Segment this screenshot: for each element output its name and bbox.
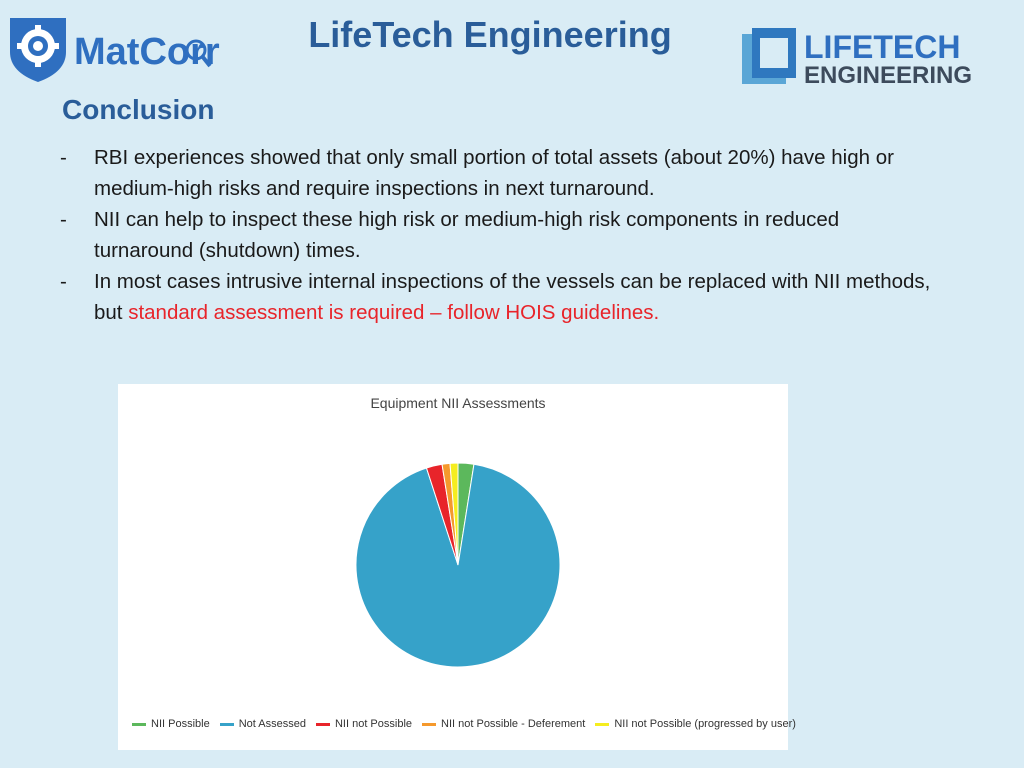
legend-label: NII not Possible - Deferement <box>441 718 586 730</box>
page-title: LifeTech Engineering <box>308 14 672 55</box>
legend-label: NII not Possible (progressed by user) <box>614 718 796 730</box>
legend-swatch <box>219 722 234 726</box>
legend-label: Not Assessed <box>238 718 306 730</box>
legend-item: NII not Possible (progressed by user) <box>595 718 796 730</box>
bullet-text: NII can help to inspect these high risk … <box>94 204 940 266</box>
legend-swatch <box>132 722 146 726</box>
chart-title: Equipment NII Assessments <box>370 395 546 411</box>
chart-legend: NII Possible Not Assessed NII not Possible… <box>132 718 796 730</box>
legend-label: NII not Possible <box>334 718 413 730</box>
legend-item: Not Assessed <box>219 718 306 730</box>
bullet-marker: - <box>60 146 67 169</box>
legend-swatch <box>595 722 610 726</box>
bullet-text: RBI experiences showed that only small p… <box>94 142 940 204</box>
bullet-item: - RBI experiences showed that only small… <box>60 142 940 204</box>
legend-item: NII not Possible <box>315 718 413 730</box>
legend-label: NII Possible <box>151 718 210 730</box>
pie-chart <box>355 462 561 668</box>
svg-text:ENGINEERING: ENGINEERING <box>804 62 972 88</box>
section-title: Conclusion <box>62 94 215 125</box>
bullet-marker: - <box>60 270 67 293</box>
bullet-text-highlight: standard assessment is required – follow… <box>128 301 660 324</box>
legend-swatch <box>315 722 330 726</box>
svg-text:MatCorr: MatCorr <box>74 31 220 73</box>
matcorr-logo: MatCorr <box>4 8 244 84</box>
bullet-item: - In most cases intrusive internal inspe… <box>60 266 940 328</box>
bullet-marker: - <box>60 208 67 231</box>
chart-panel: Equipment NII Assessments NII Possible No… <box>118 384 796 750</box>
bullet-text: In most cases intrusive internal inspect… <box>94 266 940 328</box>
bullet-item: - NII can help to inspect these high ris… <box>60 204 940 266</box>
pie-slice-1 <box>355 463 561 668</box>
svg-text:LIFETECH: LIFETECH <box>804 29 960 65</box>
lifetech-logo: LIFETECH ENGINEERING <box>740 26 996 89</box>
bullet-text-plain: NII can help to inspect these high risk … <box>94 208 840 262</box>
legend-item: NII Possible <box>132 718 210 730</box>
legend-swatch <box>422 722 437 726</box>
legend-item: NII not Possible - Deferement <box>422 718 585 730</box>
bullet-text-plain: RBI experiences showed that only small p… <box>94 146 894 200</box>
pie-slice-4 <box>449 462 459 566</box>
bullet-list: - RBI experiences showed that only small… <box>60 142 940 328</box>
bullet-text-plain: In most cases intrusive internal inspect… <box>94 270 931 324</box>
